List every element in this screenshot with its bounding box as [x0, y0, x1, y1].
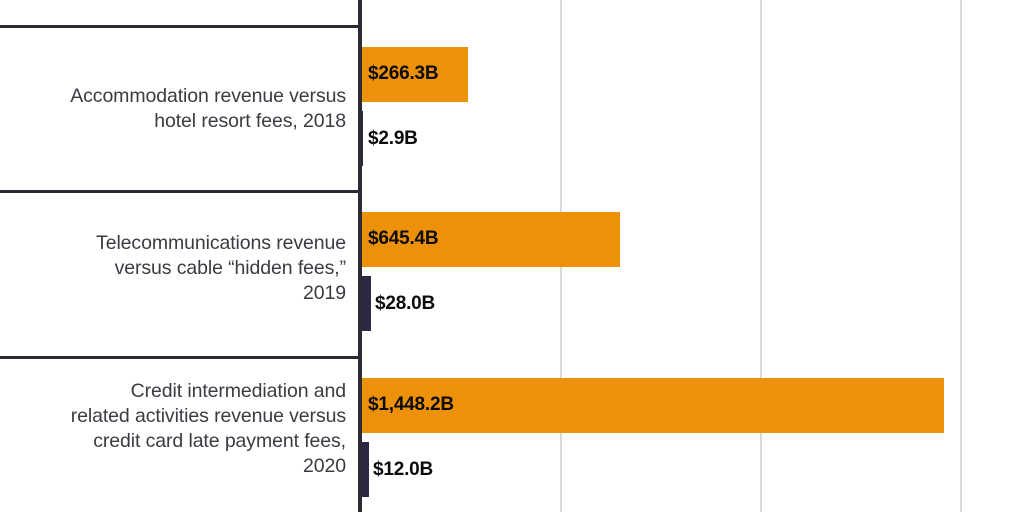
category-axis-line [358, 0, 362, 512]
category-label-line: related activities revenue versus [70, 405, 346, 427]
category-label-line: credit card late payment fees, [93, 430, 346, 452]
bar-value-fee-telecommunications: $28.0B [375, 293, 436, 314]
bar-value-fee-accommodation: $2.9B [368, 128, 418, 149]
bar-value-revenue-accommodation: $266.3B [368, 63, 439, 84]
category-label-line: Accommodation revenue versus [70, 85, 346, 107]
category-label-line: hotel resort fees, 2018 [154, 110, 346, 132]
category-label-line: 2020 [303, 455, 346, 477]
bar-revenue-accommodation [360, 47, 468, 102]
category-label-line: Credit intermediation and [130, 380, 346, 402]
bar-fee-telecommunications [360, 276, 371, 331]
bar-fee-credit-intermediation [360, 442, 369, 497]
bar-value-revenue-credit-intermediation: $1,448.2B [368, 394, 454, 415]
bar-revenue-credit-intermediation [360, 378, 944, 433]
row-divider-bottom [0, 356, 362, 359]
category-label-line: 2019 [303, 282, 346, 304]
bar-value-revenue-telecommunications: $645.4B [368, 228, 439, 249]
category-label-accommodation: Accommodation revenue versus hotel resor… [0, 84, 346, 134]
chart-row-accommodation: Accommodation revenue versus hotel resor… [0, 28, 1024, 190]
bar-revenue-telecommunications [360, 212, 620, 267]
category-label-credit-intermediation: Credit intermediation and related activi… [0, 379, 346, 479]
row-divider-top [0, 25, 362, 28]
chart-row-credit-intermediation: Credit intermediation and related activi… [0, 359, 1024, 512]
row-divider-middle [0, 190, 362, 193]
bar-value-fee-credit-intermediation: $12.0B [373, 459, 434, 480]
chart-row-telecommunications: Telecommunications revenue versus cable … [0, 193, 1024, 356]
category-label-line: Telecommunications revenue [96, 232, 346, 254]
category-label-line: versus cable “hidden fees,” [114, 257, 347, 279]
category-label-telecommunications: Telecommunications revenue versus cable … [0, 231, 346, 306]
